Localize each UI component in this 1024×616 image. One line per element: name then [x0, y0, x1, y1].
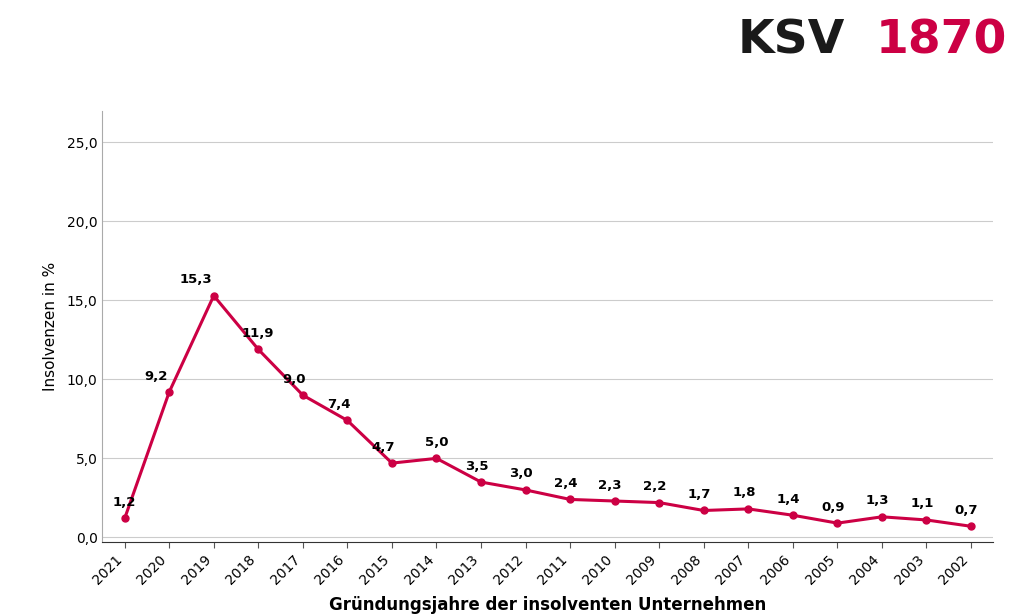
Text: 2,3: 2,3: [598, 479, 622, 492]
Text: KSV: KSV: [737, 18, 845, 63]
Y-axis label: Insolvenzen in %: Insolvenzen in %: [43, 262, 58, 391]
Text: 1,8: 1,8: [732, 487, 756, 500]
Text: 1,7: 1,7: [687, 488, 711, 501]
X-axis label: Gründungsjahre der insolventen Unternehmen: Gründungsjahre der insolventen Unternehm…: [329, 596, 767, 614]
Text: 1870: 1870: [876, 18, 1007, 63]
Text: 1,1: 1,1: [910, 498, 934, 511]
Text: 1,2: 1,2: [113, 496, 136, 509]
Text: 2,4: 2,4: [554, 477, 578, 490]
Text: 9,2: 9,2: [144, 370, 168, 383]
Text: 1,4: 1,4: [776, 493, 800, 506]
Text: 9,0: 9,0: [283, 373, 306, 386]
Text: 15,3: 15,3: [179, 274, 212, 286]
Text: 11,9: 11,9: [242, 327, 274, 340]
Text: 3,5: 3,5: [465, 460, 488, 472]
Text: 2,2: 2,2: [643, 480, 667, 493]
Text: 7,4: 7,4: [327, 398, 350, 411]
Text: 1,3: 1,3: [865, 494, 889, 508]
Text: 3,0: 3,0: [509, 468, 532, 480]
Text: 5,0: 5,0: [425, 436, 449, 449]
Text: 0,9: 0,9: [821, 501, 845, 514]
Text: 0,7: 0,7: [954, 504, 978, 517]
Text: 4,7: 4,7: [372, 440, 395, 453]
